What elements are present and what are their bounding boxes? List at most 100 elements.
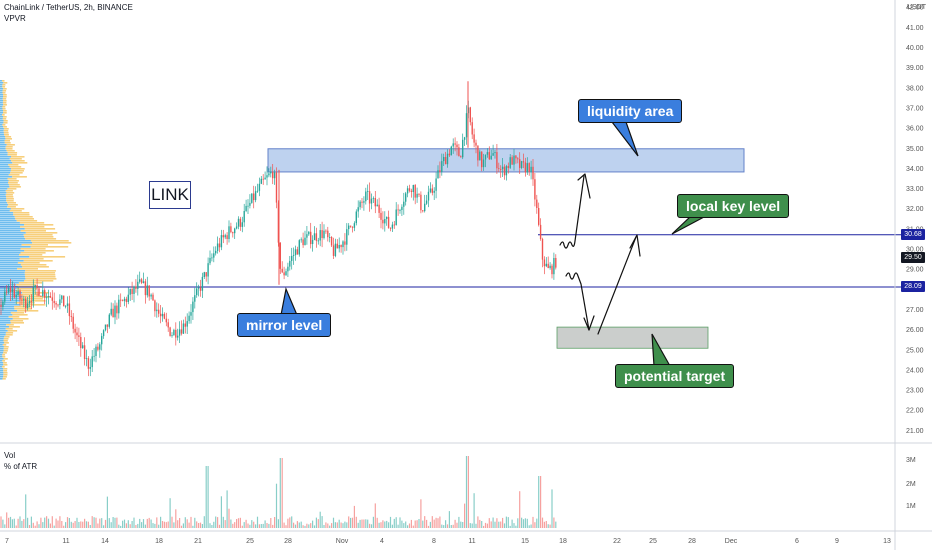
volume-bar: [51, 516, 53, 528]
volume-bar: [475, 523, 477, 528]
volume-bar: [19, 516, 21, 528]
candle-body: [211, 257, 213, 259]
vp-sell-bar: [3, 372, 8, 374]
candle-body: [243, 211, 245, 223]
vp-buy-bar: [0, 144, 7, 146]
volume-bar: [190, 516, 192, 528]
volume-bar: [456, 522, 458, 528]
volume-bar: [32, 522, 34, 528]
vp-sell-bar: [3, 82, 8, 84]
candle-body: [237, 218, 240, 227]
candle-body: [450, 146, 452, 156]
volume-bar: [207, 466, 209, 528]
vp-buy-bar: [0, 184, 9, 186]
vp-sell-bar: [2, 344, 7, 346]
volume-bar: [317, 519, 319, 528]
candle-body: [351, 226, 354, 228]
volume-bar: [327, 523, 329, 528]
volume-bar: [541, 517, 544, 528]
vp-sell-bar: [14, 306, 32, 308]
vp-sell-bar: [14, 308, 32, 310]
candle-body: [384, 219, 386, 224]
vp-sell-bar: [2, 86, 6, 88]
volume-bar: [503, 523, 506, 528]
vp-sell-bar: [24, 272, 56, 274]
vp-sell-bar: [2, 366, 5, 368]
candle-body: [21, 299, 23, 301]
volume-profile: [0, 80, 72, 380]
candle-body: [95, 346, 97, 356]
candle-body: [72, 316, 74, 329]
volume-bar: [205, 466, 207, 528]
vp-buy-bar: [0, 370, 4, 372]
candle-body: [412, 185, 414, 192]
candle-body: [34, 285, 36, 288]
volume-bar: [494, 521, 496, 528]
candle-body: [479, 151, 481, 161]
price-tick-label: 23.00: [906, 388, 924, 395]
candle-body: [9, 287, 12, 292]
volume-bar: [160, 516, 162, 528]
mirror-callout-tail: [280, 286, 298, 316]
vp-sell-bar: [9, 158, 22, 160]
candle-body: [104, 324, 107, 331]
vp-sell-bar: [7, 178, 17, 180]
time-tick-label: 28: [284, 538, 292, 545]
candle-body: [410, 190, 413, 192]
atr-label: % of ATR: [4, 462, 38, 471]
volume-bar: [4, 524, 6, 528]
vp-sell-bar: [3, 110, 7, 112]
vp-buy-bar: [0, 88, 3, 90]
volume-bar: [161, 521, 164, 528]
vp-sell-bar: [15, 218, 35, 220]
volume-bar: [545, 521, 547, 528]
candle-body: [26, 303, 29, 308]
vp-buy-bar: [0, 278, 26, 280]
candle-body: [222, 235, 224, 238]
volume-bar: [285, 525, 287, 528]
volume-bar: [526, 518, 528, 528]
vp-buy-bar: [0, 254, 19, 256]
volume-bar: [44, 517, 46, 528]
candle-body: [70, 316, 72, 317]
candle-body: [226, 235, 228, 239]
vp-buy-bar: [0, 110, 3, 112]
price-tick-label: 25.00: [906, 347, 924, 354]
candle-body: [397, 209, 399, 211]
candle-body: [108, 314, 110, 327]
vp-buy-bar: [0, 360, 3, 362]
candle-body: [199, 287, 202, 291]
candle-body: [465, 113, 468, 138]
vp-buy-bar: [0, 186, 10, 188]
price-tick-label: 40.00: [906, 45, 924, 52]
volume-bar: [17, 518, 19, 528]
candle-body: [275, 172, 278, 203]
vp-sell-bar: [3, 374, 8, 376]
vp-buy-bar: [0, 216, 15, 218]
candle-body: [522, 161, 525, 163]
candle-body: [387, 216, 390, 228]
vp-buy-bar: [0, 158, 10, 160]
volume-bar: [294, 524, 297, 528]
candle-body: [218, 243, 221, 248]
volume-bar: [350, 517, 352, 528]
candle-body: [444, 157, 447, 165]
volume-bar: [296, 521, 298, 528]
candle-body: [463, 137, 466, 140]
time-tick-label: 8: [432, 538, 436, 545]
volume-bar: [215, 516, 217, 528]
candle-body: [192, 301, 194, 313]
volume-bar: [528, 525, 530, 528]
vp-buy-bar: [0, 256, 30, 258]
volume-bar: [380, 522, 382, 528]
vp-buy-bar: [0, 338, 4, 340]
vp-sell-bar: [25, 232, 58, 234]
volume-bar: [378, 522, 380, 528]
vp-sell-bar: [7, 188, 17, 190]
price-tick-label: 37.00: [906, 106, 924, 113]
time-tick-label: 22: [613, 538, 621, 545]
candle-body: [110, 308, 112, 315]
price-tick-label: 26.00: [906, 327, 924, 334]
vp-sell-bar: [10, 312, 25, 314]
